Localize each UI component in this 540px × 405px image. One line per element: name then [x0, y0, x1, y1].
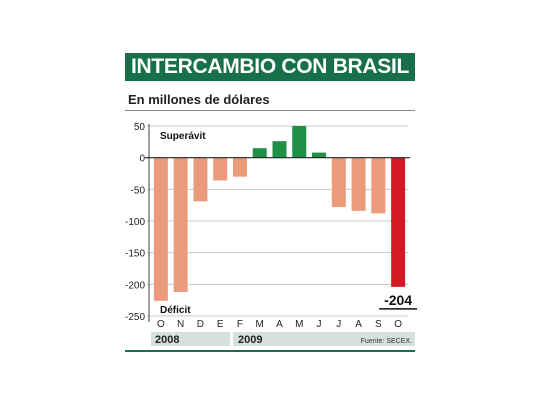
- y-tick-label: -200: [125, 280, 145, 291]
- bar: [173, 157, 188, 292]
- bar: [193, 157, 208, 202]
- bar: [232, 157, 247, 177]
- y-tick-label: 50: [134, 122, 146, 133]
- x-tick-label: M: [256, 319, 264, 330]
- x-tick-label: F: [237, 319, 243, 330]
- year-band-2008: [151, 332, 230, 346]
- year-label-2009: 2009: [238, 334, 262, 346]
- y-tick-label: 0: [139, 154, 145, 165]
- x-tick-label: M: [295, 319, 303, 330]
- last-value-label: -204: [384, 292, 412, 308]
- x-tick-label: A: [276, 319, 283, 330]
- y-tick-label: -100: [125, 217, 145, 228]
- bar: [272, 141, 287, 158]
- x-tick-label: A: [355, 319, 362, 330]
- y-tick-label: -50: [131, 185, 146, 196]
- surplus-label: Superávit: [160, 131, 206, 142]
- source-note: Fuente: SECEX.: [361, 338, 412, 345]
- bar: [391, 157, 406, 287]
- x-tick-label: D: [197, 319, 204, 330]
- bar: [153, 157, 168, 301]
- year-label-2008: 2008: [155, 334, 179, 346]
- chart-title: INTERCAMBIO CON BRASIL: [125, 53, 415, 81]
- bar: [292, 126, 307, 158]
- bar: [312, 152, 327, 158]
- bar: [351, 157, 366, 211]
- y-tick-label: -150: [125, 249, 145, 260]
- x-tick-label: S: [375, 319, 382, 330]
- subtitle-divider: [125, 110, 415, 111]
- chart-subtitle: En millones de dólares: [128, 92, 270, 107]
- bar: [331, 157, 346, 208]
- bar: [371, 157, 386, 214]
- y-tick-label: -250: [125, 312, 145, 323]
- x-tick-label: J: [336, 319, 341, 330]
- bar: [213, 157, 228, 181]
- bar: [252, 148, 267, 158]
- x-tick-label: O: [394, 319, 402, 330]
- x-tick-label: J: [317, 319, 322, 330]
- x-tick-label: O: [157, 319, 165, 330]
- x-tick-label: E: [217, 319, 224, 330]
- x-tick-label: N: [177, 319, 184, 330]
- deficit-label: Déficit: [160, 305, 191, 316]
- year-band-2009: [233, 332, 415, 346]
